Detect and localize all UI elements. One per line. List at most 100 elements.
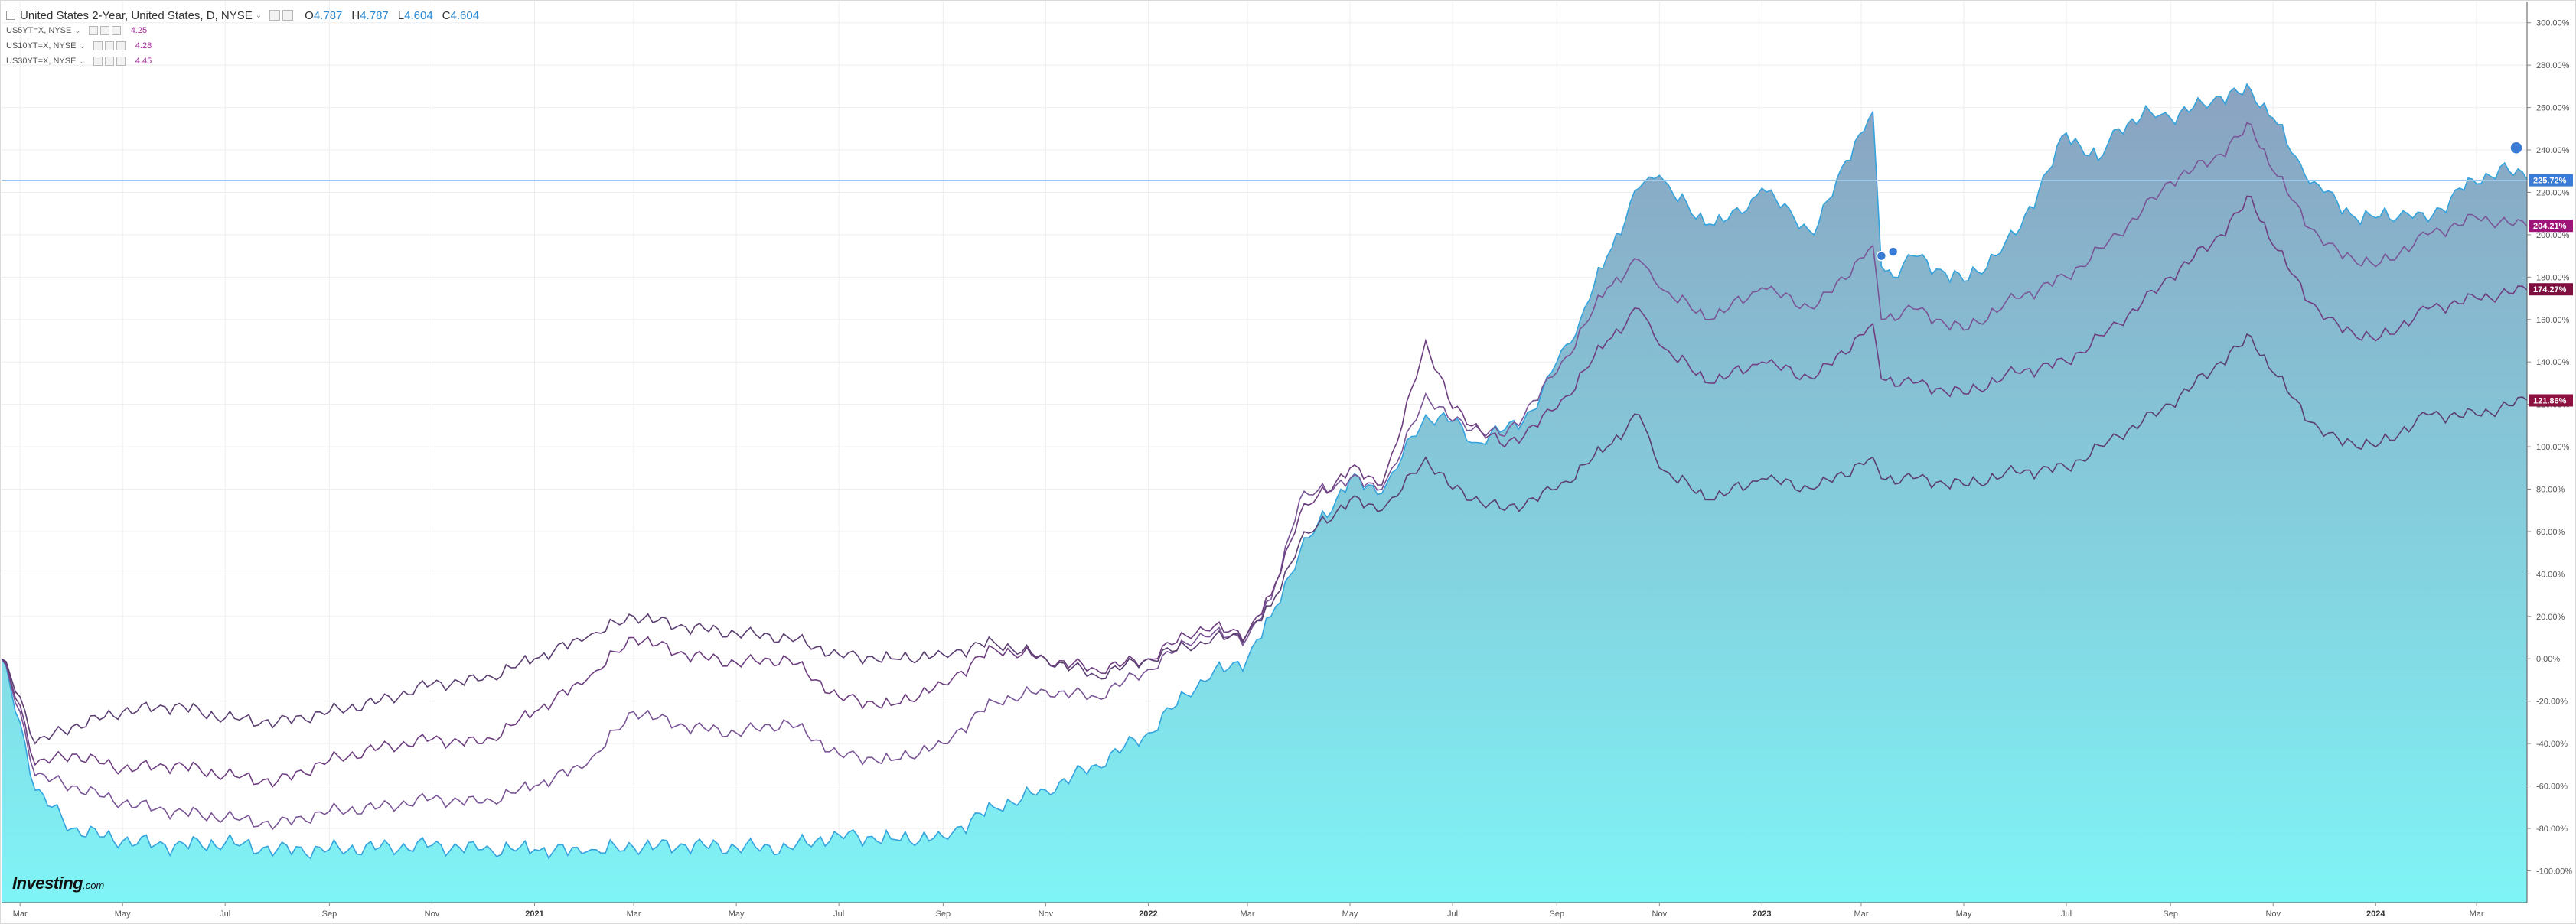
- settings-icon[interactable]: [93, 41, 103, 50]
- x-tick-label: Jul: [1447, 909, 1458, 919]
- settings-icon[interactable]: [93, 57, 103, 66]
- x-tick-label: 2023: [1753, 909, 1771, 919]
- x-tick-label: Nov: [425, 909, 440, 919]
- x-tick-label: Nov: [1039, 909, 1054, 919]
- x-tick-label: May: [1342, 909, 1358, 919]
- legend-main-row: United States 2-Year, United States, D, …: [6, 8, 479, 23]
- legend-compare-value: 4.45: [135, 57, 152, 66]
- price-tag: [2529, 174, 2573, 187]
- lines-layer: [1, 122, 2528, 831]
- collapse-legend-icon[interactable]: [6, 11, 15, 20]
- price-tag: [2529, 220, 2573, 233]
- ohlc-close-value: 4.604: [450, 8, 480, 22]
- ohlc-low-value: 4.604: [404, 8, 433, 22]
- x-tick-label: May: [115, 909, 131, 919]
- remove-icon[interactable]: [116, 41, 126, 50]
- price-tag-label: 204.21%: [2533, 222, 2567, 231]
- y-tick-label: -20.00%: [2536, 698, 2568, 707]
- series-line-us2y[interactable]: [1, 83, 2528, 860]
- price-tag-label: 174.27%: [2533, 285, 2567, 294]
- remove-icon[interactable]: [111, 26, 121, 35]
- x-tick-label: Jul: [2061, 909, 2072, 919]
- x-tick-label: May: [1956, 909, 1972, 919]
- y-tick-label: 160.00%: [2536, 316, 2570, 325]
- y-tick-label: 200.00%: [2536, 231, 2570, 240]
- ohlc-low-key: L: [397, 8, 405, 22]
- y-tick-label: 60.00%: [2536, 528, 2565, 537]
- area-layer: [1, 83, 2528, 903]
- ohlc-close-key: C: [442, 8, 451, 22]
- x-tick-label: Sep: [2163, 909, 2178, 919]
- legend-compare-value: 4.25: [130, 26, 148, 35]
- x-tick-label: 2022: [1139, 909, 1157, 919]
- x-tick-label: Sep: [936, 909, 951, 919]
- chevron-down-icon[interactable]: ⌄: [79, 57, 86, 66]
- chevron-down-icon[interactable]: ⌄: [79, 41, 86, 50]
- y-tick-label: -80.00%: [2536, 825, 2568, 834]
- y-tick-label: 240.00%: [2536, 146, 2570, 155]
- hide-icon[interactable]: [104, 41, 114, 50]
- legend-compare-row: US30YT=X, NYSE ⌄ 4.45: [6, 54, 479, 69]
- y-tick-label: 180.00%: [2536, 273, 2570, 282]
- y-tick-label: 100.00%: [2536, 443, 2570, 452]
- x-tick-label: Mar: [1241, 909, 1255, 919]
- ohlc-high-key: H: [351, 8, 360, 22]
- legend-main-name: United States 2-Year, United States, D, …: [20, 8, 253, 22]
- y-tick-label: 300.00%: [2536, 19, 2570, 28]
- x-axis: Mar May Jul Sep Nov 2021 Mar May Jul Sep Nov 2022 Ma…: [13, 903, 2484, 919]
- x-tick-label: Mar: [627, 909, 641, 919]
- y-tick-label: 260.00%: [2536, 104, 2570, 113]
- ohlc-open-key: O: [305, 8, 314, 22]
- series-line-us30ytx[interactable]: [1, 333, 2528, 745]
- chevron-down-icon[interactable]: ⌄: [255, 11, 262, 20]
- x-tick-label: Sep: [1550, 909, 1565, 919]
- x-tick-label: Sep: [322, 909, 337, 919]
- x-tick-label: Jul: [833, 909, 844, 919]
- price-tags: 225.72% 204.21% 174.27% 121.86%: [2529, 174, 2573, 407]
- y-tick-label: 220.00%: [2536, 188, 2570, 197]
- price-tag: [2529, 283, 2573, 296]
- price-tag-label: 121.86%: [2533, 396, 2567, 405]
- legend-compare-value: 4.28: [135, 41, 152, 50]
- x-tick-label: Mar: [1854, 909, 1868, 919]
- series-line-us5ytx[interactable]: [1, 122, 2528, 831]
- y-tick-label: 280.00%: [2536, 61, 2570, 70]
- series-area-fill: [2, 83, 2527, 903]
- settings-icon[interactable]: [88, 26, 98, 35]
- x-tick-label: May: [729, 909, 745, 919]
- x-tick-label: Jul: [220, 909, 230, 919]
- y-tick-label: 0.00%: [2536, 655, 2560, 664]
- x-tick-label: Nov: [2265, 909, 2281, 919]
- legend-compare-name: US5YT=X, NYSE: [6, 26, 72, 35]
- y-tick-label: 80.00%: [2536, 486, 2565, 495]
- x-tick-label: Nov: [1652, 909, 1668, 919]
- x-tick-label: Mar: [13, 909, 28, 919]
- hide-icon[interactable]: [282, 10, 294, 21]
- legend-compare-row: US10YT=X, NYSE ⌄ 4.28: [6, 38, 479, 54]
- series-line-us10ytx[interactable]: [1, 195, 2528, 789]
- remove-icon[interactable]: [116, 57, 126, 66]
- y-tick-label: 140.00%: [2536, 358, 2570, 367]
- hide-icon[interactable]: [99, 26, 109, 35]
- x-tick-label: 2024: [2366, 909, 2385, 919]
- y-tick-label: 20.00%: [2536, 613, 2565, 622]
- x-tick-label: Mar: [2470, 909, 2484, 919]
- investing-logo: Investing.com: [12, 874, 104, 893]
- event-marker-icon[interactable]: [1876, 250, 1887, 262]
- legend-compare-name: US30YT=X, NYSE: [6, 57, 77, 66]
- chevron-down-icon[interactable]: ⌄: [74, 26, 81, 35]
- chart-legend: United States 2-Year, United States, D, …: [6, 8, 479, 69]
- x-tick-label: 2021: [525, 909, 543, 919]
- event-marker-icon[interactable]: [1887, 246, 1899, 257]
- legend-compare-name: US10YT=X, NYSE: [6, 41, 77, 50]
- brand-suffix: .com: [83, 880, 105, 891]
- legend-compare-row: US5YT=X, NYSE ⌄ 4.25: [6, 23, 479, 38]
- settings-icon[interactable]: [269, 10, 281, 21]
- price-tag: [2529, 394, 2573, 407]
- y-tick-label: 40.00%: [2536, 570, 2565, 579]
- hide-icon[interactable]: [104, 57, 114, 66]
- ohlc-open-value: 4.787: [313, 8, 343, 22]
- alert-marker-icon[interactable]: [2509, 141, 2523, 155]
- y-tick-label: -60.00%: [2536, 782, 2568, 792]
